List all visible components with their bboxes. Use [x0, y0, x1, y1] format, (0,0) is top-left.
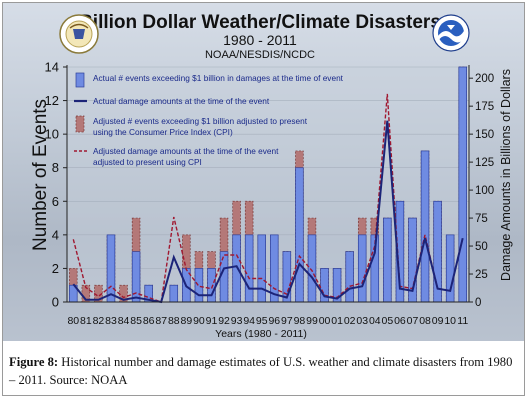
x-tick-label: 89	[181, 315, 193, 327]
x-tick-label: 09	[432, 315, 444, 327]
legend: Actual # events exceeding $1 billion in …	[74, 72, 344, 167]
legend-swatch-adjusted-events	[75, 115, 85, 133]
bar-actual-events	[169, 284, 179, 303]
bar-actual-events	[458, 66, 467, 303]
x-tick-label: 91	[206, 315, 218, 327]
bar-actual-events	[106, 234, 116, 303]
bar-actual-events	[345, 251, 354, 303]
chart-source-line: NOAA/NESDIS/NCDC	[205, 49, 315, 61]
noaa-logo-icon	[432, 14, 470, 52]
x-tick-label: 98	[294, 315, 306, 327]
legend-label: Adjusted # events exceeding $1 billion a…	[93, 116, 308, 137]
legend-label: Actual damage amounts at the time of the…	[93, 96, 270, 106]
y-axis-label-left: Number of Events	[30, 99, 51, 251]
caption-label: Figure 8:	[9, 355, 59, 369]
chart-svg: Billion Dollar Weather/Climate Disasters…	[30, 12, 513, 340]
x-tick-label: 01	[331, 315, 343, 327]
bar-actual-events	[307, 234, 317, 303]
y-tick-label-left: 2	[52, 261, 59, 276]
y-tick-label-left: 8	[52, 160, 59, 175]
x-tick-label: 88	[168, 315, 180, 327]
bar-actual-events	[257, 234, 266, 303]
x-tick-label: 96	[268, 315, 280, 327]
y-tick-label-left: 10	[45, 127, 59, 142]
x-tick-label: 07	[407, 315, 419, 327]
chart-title: Billion Dollar Weather/Climate Disasters	[79, 12, 441, 33]
bar-actual-events	[357, 234, 367, 303]
legend-label: Actual # events exceeding $1 billion in …	[93, 73, 344, 83]
figure-caption: Figure 8: Historical number and damage e…	[9, 353, 519, 389]
bar-actual-events	[232, 234, 241, 303]
x-tick-label: 85	[130, 315, 142, 327]
x-tick-label: 87	[155, 315, 167, 327]
x-tick-label: 95	[256, 315, 268, 327]
x-tick-label: 94	[243, 315, 255, 327]
y-tick-label-right: 50	[475, 241, 488, 253]
y-tick-label-left: 14	[45, 60, 59, 75]
x-tick-label: 80	[67, 315, 79, 327]
x-tick-label: 82	[93, 315, 105, 327]
bar-actual-events	[295, 167, 304, 303]
x-tick-label: 90	[193, 315, 205, 327]
y-tick-label-right: 25	[475, 269, 488, 281]
x-tick-label: 99	[306, 315, 318, 327]
x-tick-label: 04	[369, 315, 381, 327]
y-tick-label-right: 175	[475, 101, 494, 113]
figure-frame: Billion Dollar Weather/Climate Disasters…	[2, 2, 525, 396]
y-tick-label-left: 6	[52, 194, 59, 209]
x-tick-label: 11	[457, 315, 468, 327]
x-tick-label: 08	[419, 315, 431, 327]
bar-actual-events	[219, 251, 229, 303]
y-tick-label-right: 0	[475, 297, 481, 309]
x-tick-label: 81	[80, 315, 92, 327]
caption-text: Historical number and damage estimates o…	[9, 355, 513, 387]
x-tick-label: 93	[231, 315, 243, 327]
y-tick-label-right: 200	[475, 73, 494, 85]
x-tick-label: 84	[118, 315, 130, 327]
y-tick-label-right: 125	[475, 157, 494, 169]
chart-subtitle: 1980 - 2011	[223, 32, 297, 48]
y-tick-label-left: 4	[52, 227, 59, 242]
bar-actual-events	[244, 234, 254, 303]
x-tick-label: 06	[394, 315, 406, 327]
chart-panel: Billion Dollar Weather/Climate Disasters…	[3, 3, 524, 341]
y-tick-label-right: 100	[475, 185, 494, 197]
bar-actual-events	[383, 217, 392, 303]
x-tick-label: 97	[281, 315, 293, 327]
bar-actual-events	[207, 268, 216, 303]
legend-swatch-actual-events	[75, 72, 85, 88]
bar-actual-events	[420, 150, 430, 303]
x-tick-label: 05	[382, 315, 394, 327]
x-tick-label: 86	[143, 315, 155, 327]
y-tick-label-right: 150	[475, 129, 494, 141]
line-actual-damage	[72, 120, 464, 304]
x-tick-label: 10	[444, 315, 456, 327]
x-tick-label: 03	[356, 315, 368, 327]
y-tick-label-left: 0	[52, 295, 59, 310]
x-tick-label: 83	[105, 315, 117, 327]
x-tick-label: 92	[218, 315, 230, 327]
bar-actual-events	[445, 234, 455, 303]
legend-label: Adjusted damage amounts at the time of t…	[93, 146, 279, 167]
bar-actual-events	[194, 268, 204, 303]
x-axis-label: Years (1980 - 2011)	[215, 328, 307, 340]
y-tick-label-right: 75	[475, 213, 488, 225]
x-tick-label: 00	[319, 315, 331, 327]
y-tick-label-left: 12	[45, 93, 59, 108]
y-axis-label-right: Damage Amounts in Billions of Dollars	[499, 69, 513, 281]
doc-seal-icon	[59, 14, 99, 54]
x-tick-label: 02	[344, 315, 356, 327]
